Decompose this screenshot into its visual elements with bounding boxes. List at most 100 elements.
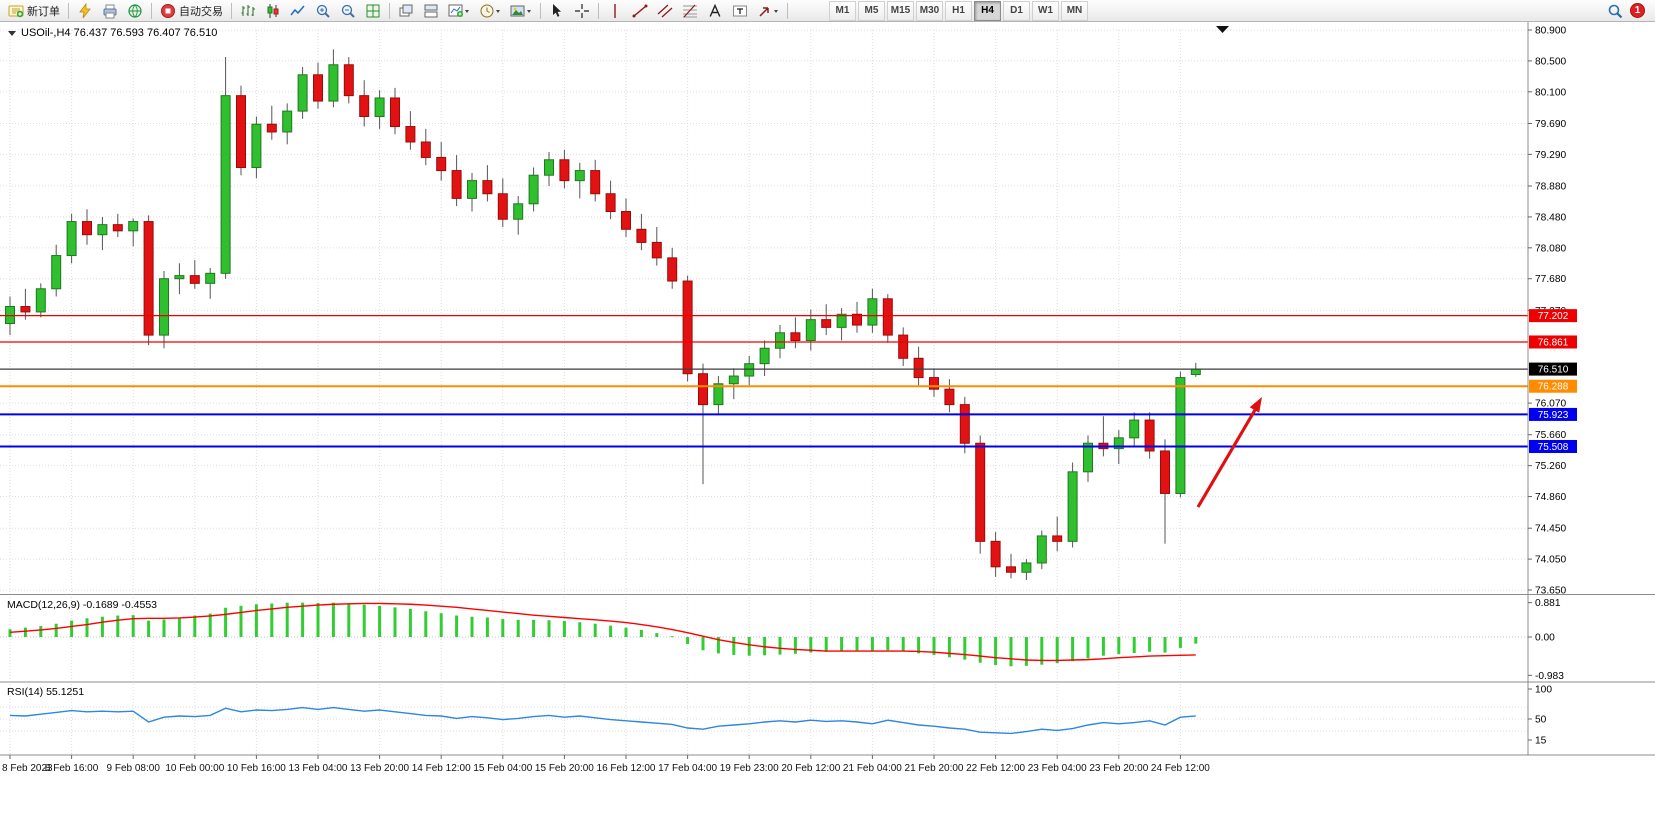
price-scale[interactable]: 80.900 80.500 80.100 79.690 79.290 78.880 78.4…: [1528, 26, 1577, 747]
timeframe-h4-button[interactable]: H4: [974, 0, 1001, 21]
autotrading-button[interactable]: 自动交易: [156, 1, 227, 21]
axis-label: 0.00: [1535, 633, 1555, 644]
crosshair-button[interactable]: [570, 1, 594, 21]
toolbar-separator: [151, 2, 152, 19]
text-button[interactable]: [703, 1, 727, 21]
candle: [35, 288, 46, 313]
price-tag-resistance-1: [1529, 309, 1577, 323]
period-dropdown[interactable]: [475, 1, 505, 21]
toolbar-separator: [389, 2, 390, 19]
rsi-pane: [9, 706, 1196, 735]
toolbar-separator: [231, 2, 232, 19]
zoom-out-button[interactable]: [336, 1, 360, 21]
timeframe-m5-button[interactable]: M5: [858, 0, 885, 21]
timeframe-group: M1 M5 M15 M30 H1 H4 D1 W1 MN: [828, 0, 1089, 21]
timeframe-mn-button[interactable]: MN: [1061, 0, 1088, 21]
globe-button[interactable]: [123, 1, 147, 21]
timeframe-m15-button[interactable]: M15: [887, 0, 914, 21]
lightning-button[interactable]: [73, 1, 97, 21]
shapes-dropdown[interactable]: [753, 1, 783, 21]
lightning-icon: [79, 2, 91, 18]
axis-label: 74.050: [1535, 555, 1566, 566]
time-label: 15 Feb 04:00: [473, 763, 532, 774]
tile-windows-button[interactable]: [361, 1, 385, 21]
annotations[interactable]: [1196, 26, 1262, 508]
price-tag-text: 76.510: [1538, 365, 1569, 376]
axis-label: 78.480: [1535, 212, 1566, 223]
candlestick-chart-button[interactable]: [261, 1, 285, 21]
candle: [636, 228, 647, 243]
candle: [821, 319, 832, 328]
candle: [805, 319, 816, 342]
vertical-line-button[interactable]: [603, 1, 627, 21]
axis-label: -0.983: [1535, 671, 1564, 682]
candle: [343, 64, 354, 97]
candle: [775, 332, 785, 349]
candle: [236, 95, 246, 168]
one-click-trading-toggle[interactable]: [8, 30, 16, 36]
candle: [189, 275, 200, 284]
time-label: 23 Feb 20:00: [1089, 763, 1148, 774]
candle: [374, 97, 385, 118]
chart-shift-marker[interactable]: [1216, 26, 1229, 33]
time-label: 21 Feb 04:00: [843, 763, 902, 774]
toolbar-separator: [598, 2, 599, 19]
pane-frames: [0, 22, 1655, 756]
text-label-icon: [733, 5, 747, 16]
timeframe-w1-button[interactable]: W1: [1032, 0, 1059, 21]
time-label: 21 Feb 20:00: [905, 763, 964, 774]
notification-badge[interactable]: 1: [1630, 3, 1645, 18]
candle: [728, 375, 739, 385]
fibonacci-button[interactable]: [678, 1, 702, 21]
timeframe-d1-button[interactable]: D1: [1003, 0, 1030, 21]
candles: [5, 49, 1201, 580]
cursor-button[interactable]: [545, 1, 569, 21]
time-label: 15 Feb 20:00: [535, 763, 594, 774]
rsi-line: [9, 706, 1196, 735]
cursor-icon: [553, 3, 561, 17]
timeframe-m30-button[interactable]: M30: [916, 0, 943, 21]
line-chart-button[interactable]: [286, 1, 310, 21]
bar-chart-button[interactable]: [236, 1, 260, 21]
candle: [251, 123, 262, 168]
timeframe-h1-button[interactable]: H1: [945, 0, 972, 21]
chart-canvas[interactable]: 80.900 80.500 80.100 79.690 79.290 78.880 78.4…: [0, 22, 1655, 825]
timeframe-m1-button[interactable]: M1: [829, 0, 856, 21]
trend-arrow-head: [1249, 397, 1262, 413]
candle: [436, 156, 447, 172]
candle: [1052, 535, 1063, 542]
text-label-button[interactable]: [728, 1, 752, 21]
crosshair-icon: [575, 3, 589, 18]
price-tag-text: 76.861: [1538, 337, 1569, 348]
candle: [1190, 368, 1201, 375]
axis-label: 80.900: [1535, 26, 1566, 37]
candle: [559, 159, 570, 182]
symbol-ohlc-label: USOil-,H4 76.437 76.593 76.407 76.510: [8, 27, 217, 39]
price-tag-text: 75.923: [1538, 410, 1569, 421]
clock-icon: [480, 4, 500, 17]
channel-button[interactable]: [653, 1, 677, 21]
candle: [482, 180, 493, 195]
printer-button[interactable]: [98, 1, 122, 21]
tile-horizontal-button[interactable]: [419, 1, 443, 21]
candle: [451, 170, 462, 199]
trendline-button[interactable]: [628, 1, 652, 21]
cascade-windows-button[interactable]: [394, 1, 418, 21]
candle: [852, 313, 862, 326]
trend-arrow[interactable]: [1196, 409, 1257, 508]
symbol-title: USOil-,H4: [21, 27, 71, 39]
time-label: 20 Feb 12:00: [781, 763, 840, 774]
candle: [97, 224, 108, 236]
axis-label: 100: [1535, 685, 1552, 696]
axis-label: 80.100: [1535, 87, 1566, 98]
horizontal-levels[interactable]: [0, 315, 1528, 448]
zoom-in-button[interactable]: [311, 1, 335, 21]
candle: [605, 193, 616, 213]
new-order-button[interactable]: 新订单: [4, 1, 64, 21]
new-chart-icon: [448, 4, 469, 17]
template-dropdown[interactable]: [506, 1, 536, 21]
search-button[interactable]: [1603, 1, 1627, 21]
autotrading-label: 自动交易: [179, 5, 223, 18]
new-chart-dropdown[interactable]: [444, 1, 474, 21]
